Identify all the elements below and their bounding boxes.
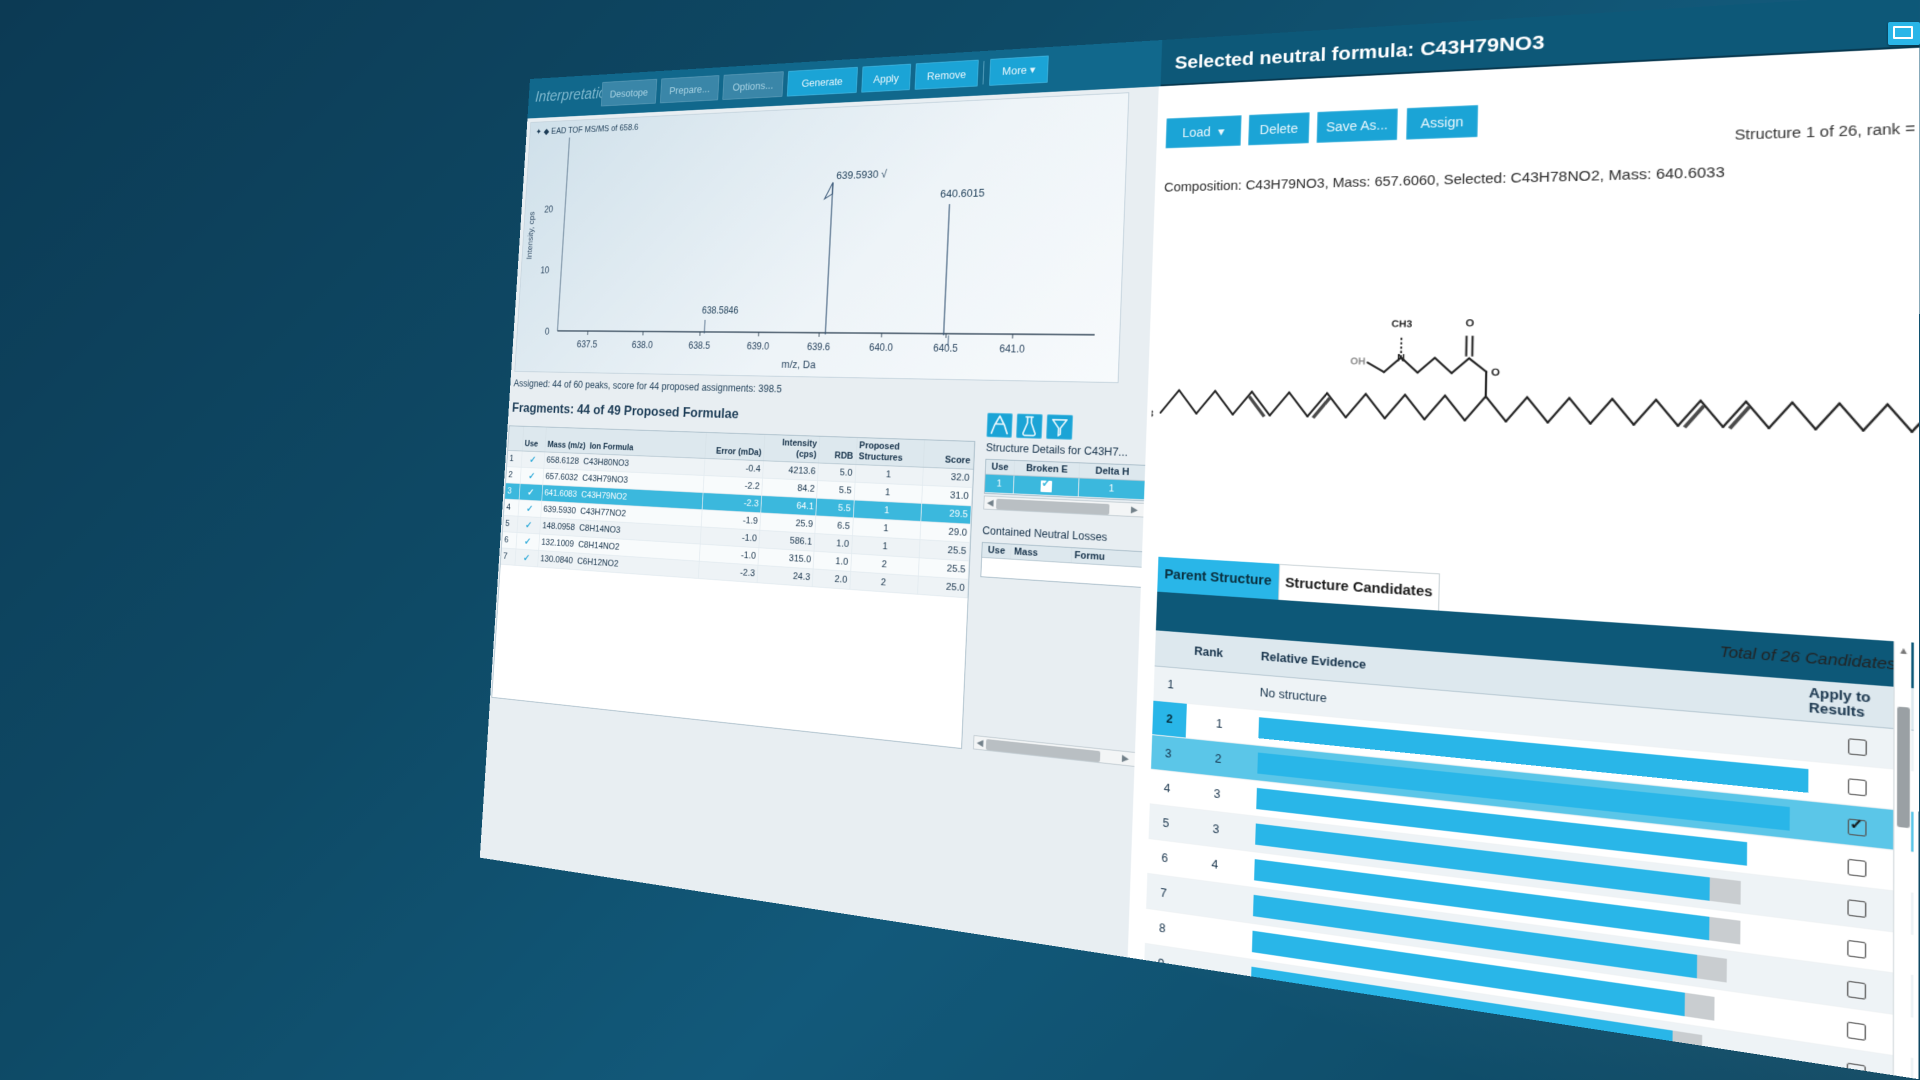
svg-text:640.5: 640.5 [933, 342, 959, 354]
svg-text:Intensity, cps: Intensity, cps [524, 211, 536, 260]
svg-text:20: 20 [544, 204, 554, 215]
svg-text:0: 0 [545, 326, 551, 337]
svg-text:O: O [1491, 368, 1501, 378]
svg-text:OH: OH [1350, 357, 1366, 367]
svg-text:641.0: 641.0 [999, 343, 1026, 355]
svg-text:637.5: 637.5 [577, 339, 599, 350]
svg-text:CH3: CH3 [1151, 410, 1154, 420]
svg-text:638.5846: 638.5846 [702, 305, 740, 316]
svg-text:639.6: 639.6 [807, 341, 831, 353]
svg-text:639.5930 √: 639.5930 √ [836, 167, 887, 181]
svg-text:640.0: 640.0 [869, 342, 894, 354]
svg-text:10: 10 [540, 265, 550, 276]
svg-text:N: N [1397, 354, 1405, 364]
svg-text:638.0: 638.0 [631, 340, 653, 351]
svg-text:639.0: 639.0 [747, 341, 771, 352]
svg-text:640.6015: 640.6015 [940, 186, 985, 200]
svg-text:m/z, Da: m/z, Da [781, 358, 816, 371]
svg-text:CH3: CH3 [1391, 320, 1412, 330]
svg-text:O: O [1465, 319, 1475, 329]
svg-text:638.5: 638.5 [688, 340, 711, 351]
